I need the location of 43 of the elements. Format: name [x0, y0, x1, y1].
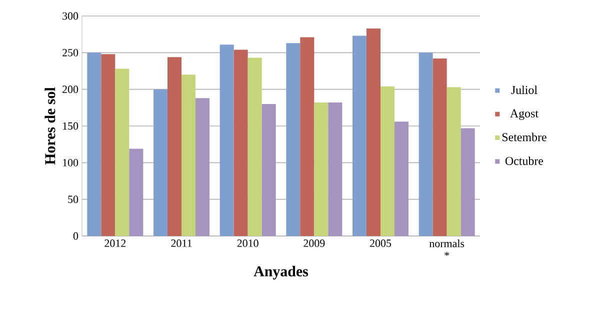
bar [87, 52, 102, 236]
y-tick-label: 250 [62, 48, 78, 56]
bar [220, 44, 234, 236]
bar [101, 54, 116, 236]
legend-label: Setembre [502, 132, 546, 142]
bar [432, 58, 447, 236]
bar [196, 98, 210, 236]
y-tick-label: 150 [63, 122, 78, 130]
bar [394, 122, 409, 236]
legend-label: Agost [510, 109, 538, 120]
x-tick-label: 2012 [104, 240, 126, 247]
x-tick-label: 2011 [171, 240, 192, 247]
bar [300, 37, 314, 236]
x-tick-label: 2005 [370, 240, 392, 247]
bar [446, 87, 461, 236]
bar [129, 148, 144, 236]
bar [314, 102, 328, 236]
legend-label: Octubre [505, 156, 544, 165]
bar [418, 52, 433, 236]
bar [380, 86, 395, 236]
y-axis-title: Hores de sol [44, 87, 56, 165]
bar [182, 74, 196, 236]
bar [115, 68, 130, 236]
bar [154, 89, 168, 236]
y-tick-label: 100 [63, 158, 78, 166]
x-axis-title: Anyades [254, 266, 308, 280]
bar [286, 43, 300, 236]
bar [460, 128, 475, 236]
y-tick-label: 0 [73, 232, 78, 240]
bar [366, 28, 381, 236]
bar [234, 50, 248, 236]
x-tick-label: normals * [429, 240, 464, 256]
y-tick-label: 50 [68, 196, 78, 204]
y-tick-label: 200 [62, 86, 78, 94]
x-tick-label: 2010 [237, 240, 258, 247]
x-tick-label: 2009 [304, 240, 325, 247]
legend-label: Juliol [511, 86, 538, 94]
bar [248, 58, 262, 236]
bar [352, 36, 367, 236]
y-tick-label: 300 [62, 12, 78, 20]
bar [168, 57, 182, 236]
bar [262, 104, 276, 236]
bar [328, 102, 342, 236]
